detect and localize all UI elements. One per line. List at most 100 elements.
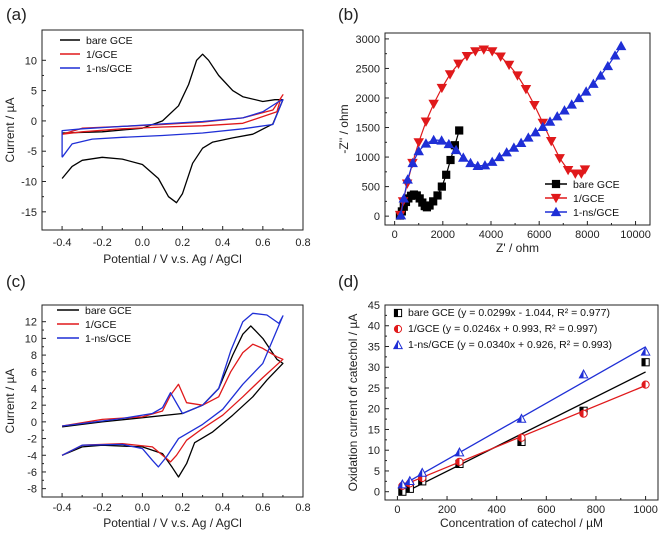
data-point xyxy=(428,134,439,145)
x-tick-label: 0.2 xyxy=(175,502,190,514)
y-tick-label: 5 xyxy=(374,466,380,478)
x-tick-label: 800 xyxy=(587,504,605,516)
data-point xyxy=(551,111,563,121)
data-point xyxy=(544,116,556,126)
y-tick-label: 30 xyxy=(368,362,380,374)
data-point xyxy=(566,99,577,109)
data-point xyxy=(398,193,410,203)
data-point xyxy=(579,409,588,418)
x-tick-label: 0.6 xyxy=(255,502,270,514)
data-point xyxy=(404,475,415,486)
data-point xyxy=(479,160,491,170)
series-line xyxy=(399,48,586,216)
legend-entry-label: 1-ns/GCE xyxy=(85,333,131,345)
legend-entry-label: 1/GCE xyxy=(573,193,605,205)
data-point xyxy=(450,144,462,155)
data-point xyxy=(588,78,599,88)
legend-marker xyxy=(392,339,404,350)
y-tick-label: -5 xyxy=(27,146,37,158)
data-point xyxy=(453,59,464,69)
data-point xyxy=(562,165,574,176)
series-line-bare-gce xyxy=(61,325,284,478)
panel-label-c: (c) xyxy=(6,272,26,291)
x-tick-label: -0.2 xyxy=(93,237,112,249)
data-point xyxy=(515,137,527,147)
panel-b-eis-chart: 0 2000 4000 6000 8000 10000 0 500 1000 1500 2000 25… xyxy=(337,32,651,255)
plot-frame xyxy=(41,29,304,231)
x-tick-label: 0.4 xyxy=(215,237,230,249)
panel-c-cv-catechol-chart: -0.4 -0.2 0.0 0.2 0.4 0.6 0.8 -8 -6 -4 -2 0 2 4 6 8 10 12… xyxy=(3,304,311,530)
data-point xyxy=(436,83,448,94)
data-point xyxy=(640,346,651,356)
data-point xyxy=(458,152,469,162)
data-point xyxy=(472,160,484,171)
y-axis-label: -Z'' / ohm xyxy=(337,104,351,153)
legend: bare GCE 1/GCE 1-ns/GCE xyxy=(57,305,132,345)
x-axis-label: Z' / ohm xyxy=(496,241,539,255)
y-tick-label: 10 xyxy=(25,333,37,345)
y-tick-label: 4 xyxy=(31,383,37,395)
panel-d-calibration-chart: 0 200 400 600 800 1000 0 5 10 15 20 25 30 35 40 45 Conce… xyxy=(346,300,659,530)
x-tick-label: 4000 xyxy=(479,229,503,241)
legend-marker xyxy=(551,179,561,189)
data-point xyxy=(402,174,413,184)
y-tick-label: 0 xyxy=(31,116,37,128)
data-point xyxy=(420,138,432,148)
legend-entry-label: bare GCE xyxy=(86,35,133,47)
data-point xyxy=(602,60,614,71)
data-point xyxy=(517,433,526,442)
x-tick-label: 6000 xyxy=(527,229,551,241)
legend-marker xyxy=(550,193,562,204)
panel-label-a: (a) xyxy=(6,5,27,24)
y-tick-label: -10 xyxy=(21,177,37,189)
x-tick-label: -0.4 xyxy=(53,237,72,249)
y-tick-label: 3000 xyxy=(356,34,380,46)
data-point xyxy=(523,132,534,142)
x-axis-label: Concentration of catechol / µM xyxy=(440,516,603,530)
data-point xyxy=(478,45,490,55)
legend-entry-label: bare GCE xyxy=(573,179,620,191)
y-tick-label: 40 xyxy=(368,321,380,333)
series-line-1-ns-gce xyxy=(61,99,284,158)
data-point xyxy=(455,457,464,466)
data-point xyxy=(486,47,498,57)
data-point xyxy=(520,85,532,95)
y-tick-label: -4 xyxy=(27,450,37,462)
x-tick-label: 0.0 xyxy=(135,502,150,514)
panel-a-cv-chart: -0.4 -0.2 0.0 0.2 0.4 0.6 0.8 -15 -10 -5 0 5 10 Poten… xyxy=(3,29,311,266)
y-tick-label: 12 xyxy=(25,317,37,329)
y-tick-label: 10 xyxy=(25,55,37,67)
y-tick-label: 1000 xyxy=(356,152,380,164)
data-point xyxy=(529,100,540,111)
data-point xyxy=(609,50,621,60)
data-point xyxy=(512,71,523,81)
y-tick-label: 2000 xyxy=(356,93,380,105)
data-point xyxy=(615,40,627,51)
data-point xyxy=(443,138,455,149)
data-point xyxy=(436,135,447,145)
x-tick-label: 1000 xyxy=(633,504,657,516)
y-tick-label: 10 xyxy=(368,445,380,457)
legend-entry-label: 1-ns/GCE (y = 0.0340x + 0.926, R² = 0.99… xyxy=(408,339,612,351)
y-axis-label: Current / µA xyxy=(3,369,17,434)
legend-marker xyxy=(393,324,403,334)
data-point xyxy=(455,126,464,135)
data-point xyxy=(461,51,473,62)
data-point xyxy=(444,70,456,80)
series-line-1-gce xyxy=(61,343,284,463)
data-point xyxy=(429,197,438,206)
x-tick-label: 0.2 xyxy=(175,237,190,249)
data-point xyxy=(641,380,650,389)
x-tick-label: 0.8 xyxy=(295,237,310,249)
data-layer xyxy=(394,40,627,221)
y-tick-label: 5 xyxy=(31,86,37,98)
y-tick-label: 6 xyxy=(31,367,37,379)
x-tick-label: 0.6 xyxy=(255,237,270,249)
legend-entry-label: bare GCE (y = 0.0299x - 1.044, R² = 0.97… xyxy=(408,307,610,319)
x-tick-label: 400 xyxy=(488,504,506,516)
legend-entry-label: 1/GCE xyxy=(86,49,118,61)
y-tick-label: -6 xyxy=(27,467,37,479)
panel-label-d: (d) xyxy=(338,272,359,291)
data-point xyxy=(433,191,442,200)
